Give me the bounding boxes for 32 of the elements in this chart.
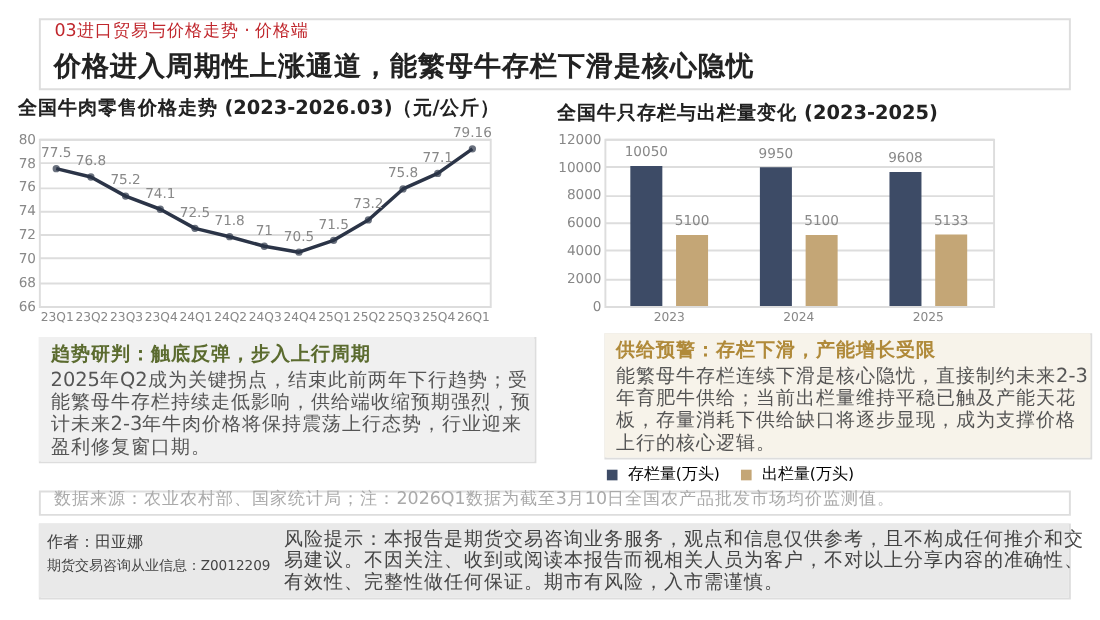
- point: [156, 205, 164, 213]
- bar: [630, 165, 663, 306]
- point: [260, 242, 268, 250]
- bar: [759, 167, 792, 306]
- source-note: 数据来源：农业农村部、国家统计局；注：2026Q1数据为截至3月10日全国农产品批发市场均价监测值。: [54, 488, 896, 511]
- point: [434, 169, 442, 178]
- point: [468, 145, 477, 153]
- text: 趋势研判：触底反弹，步入上行周期: [48, 342, 371, 367]
- bar: [935, 234, 968, 306]
- point: [399, 185, 407, 193]
- chart-title: 全国牛只存栏与出栏量变化 (2023-2025): [555, 101, 938, 126]
- point: [87, 173, 95, 181]
- text: 03进口贸易与价格走势 · 价格端: [54, 19, 310, 42]
- bar: [676, 234, 709, 306]
- point: [295, 248, 303, 256]
- bar: [889, 172, 922, 306]
- chart-title: 全国牛肉零售价格走势 (2023-2026.03)（元/公斤）: [15, 95, 500, 120]
- point: [52, 165, 60, 173]
- legend-label: 出栏量(万头): [761, 464, 854, 483]
- point: [121, 192, 130, 200]
- text: 供给预警：存栏下滑，产能增长受限: [614, 338, 939, 363]
- text: 作者：田亚娜: [44, 532, 143, 551]
- text: 价格进入周期性上涨通道，能繁母牛存栏下滑是核心隐忧: [52, 48, 757, 83]
- text: 能繁母牛存栏连续下滑是核心隐忧，直接制约未来2-3年育肥牛供给；当前出栏量维持平稳已触及产能天花板，存量消耗下供给缺口将逐步显现，成为支撑价格上行的核心逻辑。: [614, 363, 1088, 455]
- bar: [805, 234, 838, 306]
- legend-label: 存栏量(万头): [627, 464, 720, 483]
- text: 2025年Q2成为关键拐点，结束此前两年下行趋势；受能繁母牛存栏持续走低影响，供给端收缩预期强烈，预计未来2-3年牛肉价格将保持震荡上行态势，行业迎来盈利修复窗口期。: [50, 367, 531, 459]
- point: [364, 216, 372, 224]
- point: [330, 236, 338, 244]
- point: [191, 224, 199, 232]
- text: 风险提示：本报告是期货交易咨询业务服务，观点和信息仅供参考，且不构成任何推介和交易建议。不因关注、收到或阅读本报告而视相关人员为客户，不对以上分享内容的准确性、有效性、完整性做任何保证。期市有风险，入市需谨慎。: [283, 526, 1084, 594]
- point: [225, 233, 234, 241]
